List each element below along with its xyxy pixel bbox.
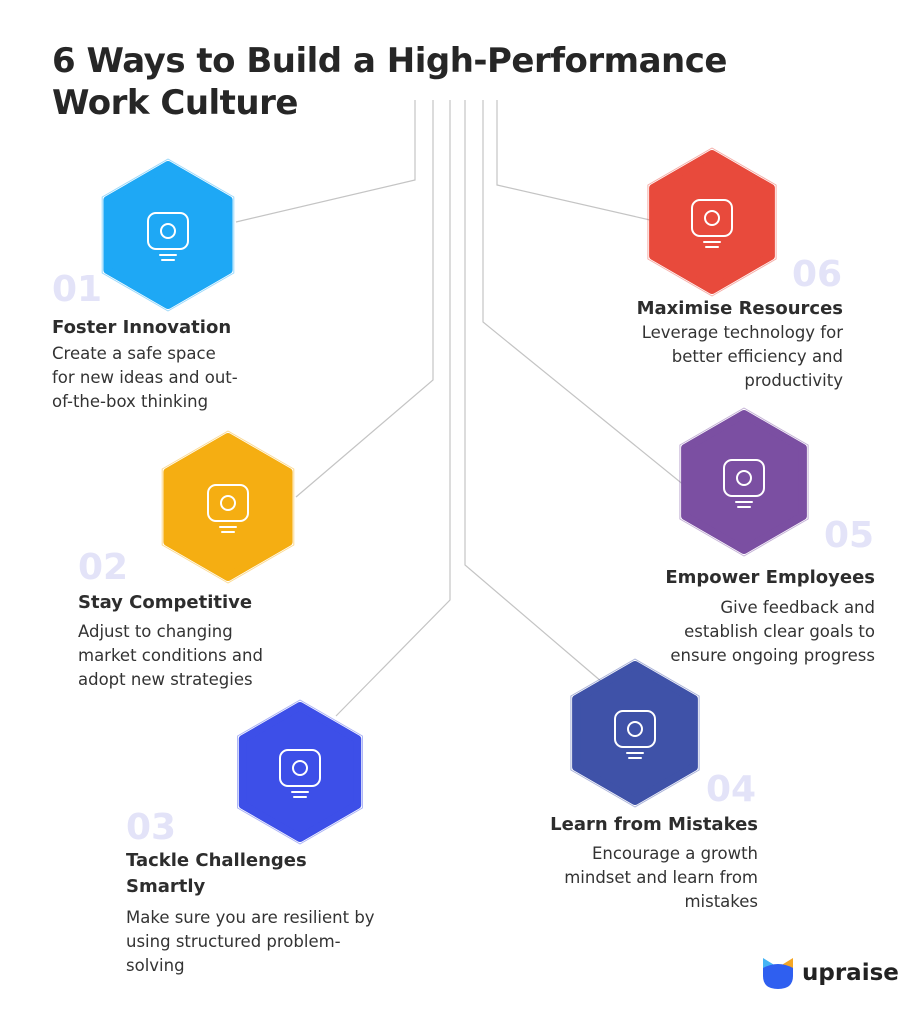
hexagon-step-05 xyxy=(679,407,809,557)
step-description-01: Create a safe space for new ideas and ou… xyxy=(52,344,238,411)
connector-line-05 xyxy=(482,100,691,491)
title-line-1: 6 Ways to Build a High-Performance xyxy=(52,41,727,81)
step-description-06: Leverage technology for better efficienc… xyxy=(641,323,843,390)
upraise-logo: upraise xyxy=(762,956,899,990)
climber-flag-icon xyxy=(279,749,321,798)
step-heading-02: Stay Competitive xyxy=(78,592,253,613)
hexagon-step-06 xyxy=(647,147,777,297)
step-heading-05: Empower Employees xyxy=(665,567,875,588)
step-number-01: 01 xyxy=(52,269,103,310)
step-description-05: Give feedback and establish clear goals … xyxy=(670,598,875,665)
step-heading-01: Foster Innovation xyxy=(52,317,232,338)
hexagon-outline xyxy=(647,147,777,297)
hexagon-fill xyxy=(103,161,233,309)
hexagon-outline xyxy=(679,407,809,557)
hexagon-fill xyxy=(572,661,698,805)
step-number-02: 02 xyxy=(78,547,129,588)
hexagon-fill xyxy=(681,410,807,554)
step-description-03: Make sure you are resilient by using str… xyxy=(126,908,375,975)
server-gauge-growth-icon xyxy=(691,199,733,248)
connector-line-06 xyxy=(496,100,651,221)
step-heading-04: Learn from Mistakes xyxy=(550,814,758,835)
step-number-06: 06 xyxy=(792,254,843,295)
upraise-logo-text: upraise xyxy=(802,960,899,986)
hexagon-outline xyxy=(237,699,363,845)
hexagon-step-02 xyxy=(161,430,295,584)
hexagon-outline xyxy=(161,430,295,584)
step-description-02: Adjust to changing market conditions and… xyxy=(78,622,263,689)
connector-line-01 xyxy=(235,100,416,223)
step-heading-03: Tackle Challenges Smartly xyxy=(126,850,307,897)
step-heading-06: Maximise Resources xyxy=(636,298,843,319)
lightbulb-gear-head-icon xyxy=(147,212,189,261)
connector-line-02 xyxy=(295,100,434,498)
step-number-04: 04 xyxy=(706,769,757,810)
hexagon-fill xyxy=(649,150,775,294)
connector-line-04 xyxy=(464,100,603,683)
tug-of-war-trophy-icon xyxy=(207,484,249,533)
upraise-logo-icon xyxy=(763,958,793,989)
step-description-04: Encourage a growth mindset and learn fro… xyxy=(564,844,758,911)
person-tripping-icon xyxy=(614,710,656,759)
title-line-2: Work Culture xyxy=(52,83,298,123)
hexagon-step-03 xyxy=(237,699,363,845)
connector-line-03 xyxy=(335,100,451,717)
hexagon-step-04 xyxy=(570,658,700,808)
step-number-03: 03 xyxy=(126,807,177,848)
hexagon-step-01 xyxy=(101,158,235,312)
page-title: 6 Ways to Build a High-Performance Work … xyxy=(52,40,727,124)
hexagon-fill xyxy=(163,433,293,581)
hexagon-fill xyxy=(238,702,362,842)
hands-supporting-person-icon xyxy=(723,459,765,508)
hexagon-outline xyxy=(570,658,700,808)
hexagon-outline xyxy=(101,158,235,312)
step-number-05: 05 xyxy=(824,515,875,556)
